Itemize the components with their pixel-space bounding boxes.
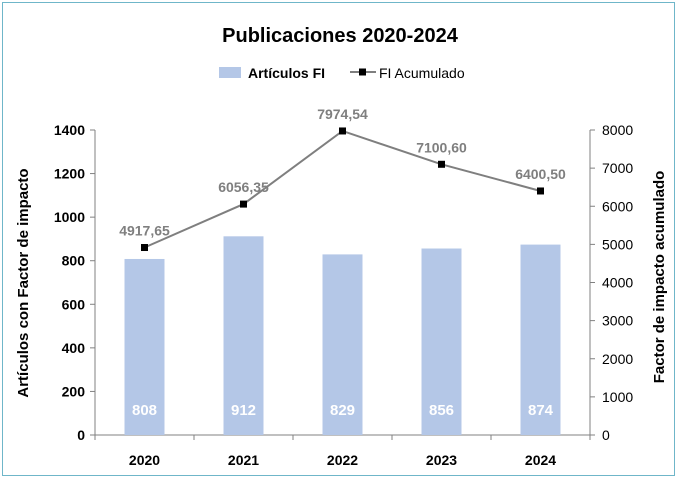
bar-data-label: 808 — [132, 402, 157, 419]
x-tick-label: 2021 — [228, 452, 259, 468]
line-data-label: 6400,50 — [515, 166, 566, 182]
line-data-label: 7974,54 — [317, 106, 368, 122]
bar-data-label: 912 — [231, 402, 256, 419]
legend-label-bar: Artículos FI — [248, 65, 325, 81]
line-data-label: 4917,65 — [119, 223, 170, 239]
plot-area: 0 200 400 600 800 1000 1200 1400 0 1000 2000 3000 40… — [54, 106, 634, 468]
series-line — [144, 129, 541, 249]
x-tick-label: 2024 — [525, 452, 556, 468]
y-tick-label-right: 2000 — [602, 351, 633, 367]
legend: Artículos FI FI Acumulado — [219, 65, 465, 81]
x-tick-label: 2022 — [327, 452, 358, 468]
y-tick-label-right: 6000 — [602, 198, 633, 214]
bar — [124, 258, 165, 435]
line-point — [240, 200, 247, 208]
bar — [322, 254, 363, 435]
y-tick-label-left: 1000 — [54, 209, 85, 225]
bar — [520, 244, 561, 435]
line-point — [141, 244, 148, 252]
y-tick-label-left: 1400 — [54, 122, 85, 138]
line-point — [537, 187, 544, 195]
line-data-label: 7100,60 — [416, 139, 467, 155]
line-data-label: 6056,35 — [218, 179, 269, 195]
y-tick-label-right: 8000 — [602, 122, 633, 138]
y-tick-label-left: 0 — [77, 427, 85, 443]
bar-data-label: 829 — [330, 402, 355, 419]
y-tick-label-left: 600 — [62, 296, 86, 312]
y-tick-label-left: 1200 — [54, 166, 85, 182]
legend-swatch-bar — [219, 67, 241, 78]
x-tick-label: 2023 — [426, 452, 457, 468]
legend-label-line: FI Acumulado — [379, 65, 465, 81]
y-axis-label-left: Artículos con Factor de impacto — [15, 168, 32, 397]
y-tick-label-right: 3000 — [602, 313, 633, 329]
y-tick-label-left: 200 — [62, 383, 86, 399]
bar — [421, 248, 462, 435]
chart: Publicaciones 2020-2024 Artículos FI FI … — [15, 25, 668, 468]
y-axis-label-right: Factor de impacto acumulado — [651, 171, 668, 384]
x-tick-label: 2020 — [129, 452, 160, 468]
bar-data-label: 874 — [528, 402, 554, 419]
line-point — [438, 160, 445, 168]
y-tick-label-right: 4000 — [602, 275, 633, 291]
line-point — [339, 127, 346, 135]
chart-frame: Publicaciones 2020-2024 Artículos FI FI … — [2, 2, 675, 476]
bar-data-label: 856 — [429, 402, 454, 419]
chart-title: Publicaciones 2020-2024 — [222, 25, 459, 47]
legend-swatch-marker — [359, 68, 366, 76]
y-tick-label-right: 7000 — [602, 160, 633, 176]
bar — [223, 236, 264, 435]
y-tick-label-right: 0 — [602, 427, 610, 443]
y-tick-label-right: 5000 — [602, 236, 633, 252]
y-tick-label-left: 400 — [62, 340, 86, 356]
y-tick-label-right: 1000 — [602, 389, 633, 405]
y-tick-label-left: 800 — [62, 253, 86, 269]
